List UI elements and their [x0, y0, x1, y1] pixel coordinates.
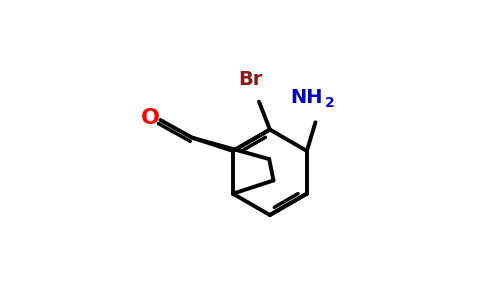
Text: O: O [140, 108, 160, 128]
Text: 2: 2 [325, 96, 334, 110]
Text: Br: Br [238, 70, 263, 89]
Text: NH: NH [290, 88, 323, 107]
